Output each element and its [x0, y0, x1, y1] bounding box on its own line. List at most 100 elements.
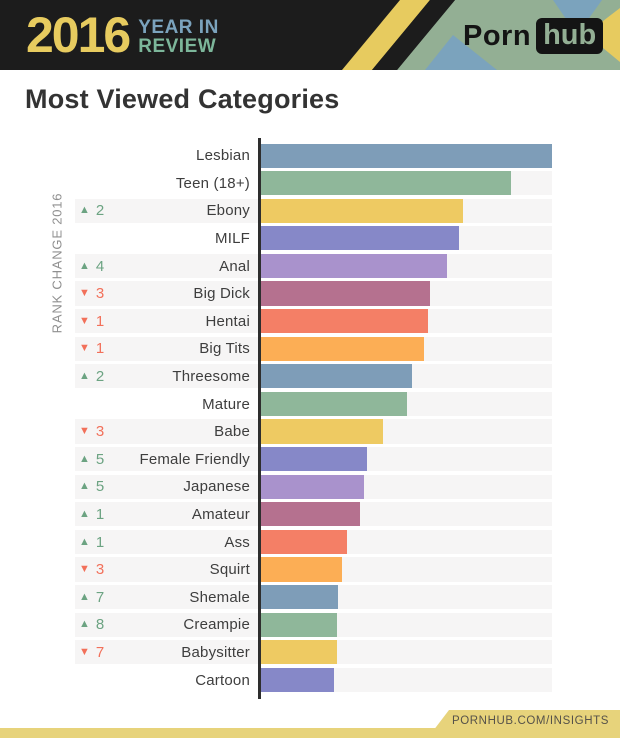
rank-change-indicator: ▲ 2 — [79, 363, 104, 391]
rank-change-amount: 3 — [95, 423, 105, 441]
header: 2016 YEAR IN REVIEW Porn hub — [0, 0, 620, 70]
category-label: MILF — [215, 230, 250, 248]
chart-row: ▲ 5 Japanese — [0, 473, 620, 501]
category-label: Hentai — [205, 312, 250, 330]
rank-up-icon: ▲ — [79, 508, 90, 521]
insights-url-label: PORNHUB.COM/INSIGHTS — [451, 714, 609, 727]
bar — [261, 309, 429, 334]
header-decoration — [0, 0, 620, 70]
rank-up-icon: ▲ — [79, 204, 90, 217]
chart-row: ▲ 4 Anal — [0, 252, 620, 280]
tagline-review: REVIEW — [138, 36, 217, 57]
axis-line — [258, 138, 261, 699]
chart-row: ▲ 2 Threesome — [0, 363, 620, 391]
bar — [261, 474, 365, 499]
rank-change-indicator: ▲ 7 — [79, 584, 104, 612]
rank-down-icon: ▼ — [79, 314, 90, 327]
rank-change-indicator: ▲ 5 — [79, 473, 104, 501]
bar — [261, 557, 343, 582]
rank-change-indicator: ▼ 3 — [79, 556, 104, 584]
chart-rows: Lesbian Teen (18+) ▲ 2 Ebony MILF ▲ 4 An… — [0, 142, 620, 694]
bar — [261, 529, 347, 554]
category-label: Ebony — [206, 202, 250, 220]
rank-down-icon: ▼ — [79, 342, 90, 355]
category-label: Cartoon — [195, 671, 250, 689]
chart-row: ▲ 8 Creampie — [0, 611, 620, 639]
bar — [261, 364, 413, 389]
category-label: Anal — [219, 257, 250, 275]
chart-row: ▼ 1 Hentai — [0, 308, 620, 336]
brand-year: 2016 — [26, 7, 131, 63]
rank-up-icon: ▲ — [79, 370, 90, 383]
rank-change-amount: 8 — [95, 616, 105, 634]
category-label: Teen (18+) — [175, 174, 250, 192]
rank-up-icon: ▲ — [79, 452, 90, 465]
bar — [261, 226, 459, 251]
bar — [261, 612, 337, 637]
category-label: Female Friendly — [139, 450, 250, 468]
bar — [261, 198, 464, 223]
rank-down-icon: ▼ — [79, 287, 90, 300]
rank-change-indicator: ▼ 7 — [79, 639, 104, 667]
chart-row: ▼ 1 Big Tits — [0, 335, 620, 363]
rank-change-amount: 1 — [95, 533, 105, 551]
page-title: Most Viewed Categories — [25, 84, 340, 114]
rank-change-indicator: ▼ 1 — [79, 308, 104, 336]
rank-change-amount: 4 — [95, 257, 105, 275]
rank-up-icon: ▲ — [79, 259, 90, 272]
rank-down-icon: ▼ — [79, 425, 90, 438]
rank-change-indicator: ▼ 3 — [79, 280, 104, 308]
category-label: Shemale — [189, 588, 250, 606]
rank-change-amount: 1 — [95, 506, 105, 524]
rank-change-amount: 1 — [95, 340, 105, 358]
chart-row: Lesbian — [0, 142, 620, 170]
category-label: Big Tits — [199, 340, 250, 358]
chart-row: ▲ 2 Ebony — [0, 197, 620, 225]
bar-chart: RANK CHANGE 2016 Lesbian Teen (18+) ▲ 2 … — [0, 138, 620, 699]
chart-row: ▲ 1 Amateur — [0, 501, 620, 529]
rank-down-icon: ▼ — [79, 563, 90, 576]
rank-change-amount: 2 — [95, 202, 105, 220]
category-label: Japanese — [183, 478, 250, 496]
brand-tagline: YEAR IN REVIEW — [138, 18, 219, 56]
tagline-year-in: YEAR IN — [138, 17, 219, 38]
rank-change-indicator: ▲ 5 — [79, 446, 104, 474]
rank-change-amount: 7 — [95, 643, 105, 661]
insights-url-tab: PORNHUB.COM/INSIGHTS — [433, 710, 620, 731]
bar — [261, 640, 337, 665]
rank-change-amount: 5 — [95, 478, 105, 496]
bar — [261, 171, 512, 196]
category-label: Amateur — [191, 506, 250, 524]
chart-row: ▼ 3 Big Dick — [0, 280, 620, 308]
rank-change-indicator: ▲ 1 — [79, 501, 104, 529]
category-label: Creampie — [183, 616, 250, 634]
rank-change-indicator: ▲ 1 — [79, 528, 104, 556]
bar — [261, 391, 407, 416]
chart-row: ▼ 3 Squirt — [0, 556, 620, 584]
chart-row: Teen (18+) — [0, 170, 620, 198]
rank-change-indicator: ▲ 8 — [79, 611, 104, 639]
rank-up-icon: ▲ — [79, 480, 90, 493]
rank-down-icon: ▼ — [79, 645, 90, 658]
rank-change-amount: 3 — [95, 561, 105, 579]
chart-row: Mature — [0, 390, 620, 418]
category-label: Ass — [224, 533, 250, 551]
category-label: Squirt — [209, 561, 250, 579]
rank-change-amount: 3 — [95, 285, 105, 303]
year-in-review-brand: 2016 YEAR IN REVIEW — [26, 8, 219, 62]
rank-change-indicator: ▼ 3 — [79, 418, 104, 446]
rank-up-icon: ▲ — [79, 535, 90, 548]
rank-up-icon: ▲ — [79, 590, 90, 603]
rank-change-amount: 2 — [95, 368, 105, 386]
chart-row: MILF — [0, 225, 620, 253]
chart-row: ▲ 1 Ass — [0, 528, 620, 556]
category-label: Babysitter — [181, 643, 250, 661]
category-label: Mature — [202, 395, 250, 413]
bar — [261, 419, 384, 444]
bar — [261, 281, 430, 306]
bar — [261, 336, 424, 361]
bar — [261, 585, 339, 610]
pornhub-logo: Porn hub — [463, 18, 604, 54]
category-label: Threesome — [172, 368, 250, 386]
